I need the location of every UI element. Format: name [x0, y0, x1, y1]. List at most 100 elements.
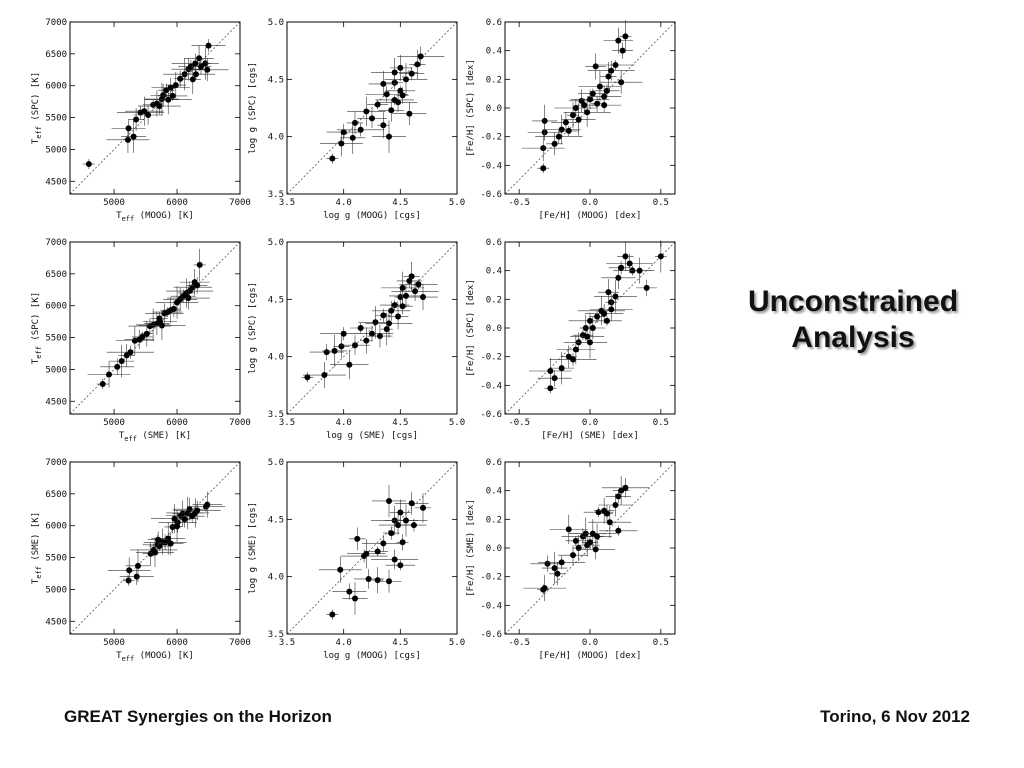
data-point [551, 140, 558, 147]
x-tick-label: 4.5 [392, 418, 408, 428]
data-point [349, 134, 356, 141]
data-point [135, 562, 141, 569]
x-tick-label: 3.5 [279, 198, 295, 208]
y-tick-label: -0.4 [480, 601, 502, 611]
data-point [391, 302, 398, 309]
data-point [554, 570, 561, 577]
y-tick-label: -0.2 [480, 133, 502, 143]
x-tick-label: 4.0 [336, 418, 352, 428]
slide-title: Unconstrained Analysis [712, 284, 994, 356]
data-point [374, 577, 381, 584]
data-point [541, 585, 548, 592]
data-point [145, 112, 152, 119]
data-point [380, 540, 387, 547]
data-point [403, 76, 409, 83]
y-tick-label: 6500 [45, 490, 67, 500]
data-point [338, 140, 345, 147]
y-tick-label: 0.2 [486, 75, 502, 85]
data-point [383, 326, 390, 333]
x-tick-label: -0.5 [508, 638, 530, 648]
data-point [179, 510, 186, 517]
one-to-one-line [69, 241, 241, 415]
data-point [657, 253, 664, 260]
x-tick-label: 0.0 [582, 638, 598, 648]
data-point [357, 325, 364, 331]
data-point [99, 381, 106, 388]
plot-frame [286, 461, 458, 635]
data-point [397, 64, 404, 71]
data-point [167, 540, 174, 547]
data-point [329, 155, 336, 162]
data-point [558, 559, 565, 566]
x-tick-label: 0.5 [653, 638, 669, 648]
y-tick-label: 6000 [45, 522, 67, 532]
y-tick-label: 0.6 [486, 238, 502, 248]
data-point [605, 73, 612, 80]
data-point [608, 306, 615, 313]
data-point [346, 361, 353, 368]
data-point [369, 115, 375, 122]
data-point [594, 313, 601, 320]
data-point [399, 284, 406, 291]
data-point [172, 82, 179, 89]
data-point [410, 522, 417, 529]
data-point [194, 282, 201, 289]
slide-title-line2: Analysis [791, 321, 915, 354]
y-tick-label: 0.6 [486, 458, 502, 468]
x-axis-label: log g (MOOG) [cgs] [323, 651, 421, 661]
y-tick-label: 5000 [45, 145, 67, 155]
data-point [622, 33, 629, 40]
data-point [197, 63, 204, 70]
footer-date-location: Torino, 6 Nov 2012 [820, 707, 970, 726]
plot-frame [286, 241, 458, 415]
y-tick-label: 5000 [45, 585, 67, 595]
data-point [338, 343, 345, 350]
data-point [395, 522, 402, 529]
y-tick-label: 0.2 [486, 515, 502, 525]
data-point [174, 523, 181, 530]
y-tick-label: 4.0 [268, 353, 284, 363]
data-point [594, 533, 601, 540]
y-axis-label: log g (SPC) [cgs] [248, 282, 258, 374]
x-tick-label: 3.5 [279, 638, 295, 648]
y-tick-label: 5.0 [268, 458, 284, 468]
data-point [340, 129, 347, 136]
x-tick-label: 0.0 [582, 198, 598, 208]
data-point [406, 277, 413, 284]
data-point [352, 119, 358, 126]
x-axis-label: [Fe/H] (MOOG) [dex] [539, 651, 642, 661]
data-point [388, 307, 395, 314]
data-point [357, 126, 364, 133]
data-point [106, 371, 113, 378]
data-point [85, 161, 92, 168]
x-tick-label: 4.0 [336, 198, 352, 208]
data-point [604, 87, 610, 94]
y-tick-label: 3.5 [268, 630, 284, 640]
x-tick-label: 7000 [229, 638, 251, 648]
x-axis-label: [Fe/H] (SME) [dex] [541, 431, 639, 441]
y-tick-label: 3.5 [268, 410, 284, 420]
y-tick-label: 0.2 [486, 295, 502, 305]
data-point [374, 548, 381, 555]
y-tick-label: 6500 [45, 50, 67, 60]
data-point [399, 539, 406, 546]
data-point [587, 539, 593, 546]
data-point [565, 127, 572, 134]
x-axis-label: log g (MOOG) [cgs] [323, 211, 421, 221]
data-point [204, 66, 211, 73]
y-tick-label: 0.4 [486, 267, 502, 277]
plot-frame [69, 21, 241, 195]
y-tick-label: -0.2 [480, 573, 502, 583]
data-point [397, 562, 404, 569]
slide-title-line1: Unconstrained [747, 285, 959, 318]
data-point [612, 502, 619, 508]
y-tick-label: 6000 [45, 82, 67, 92]
x-tick-label: 6000 [166, 638, 188, 648]
y-axis-label: log g (SME) [cgs] [248, 502, 258, 594]
y-tick-label: 4.5 [268, 75, 284, 85]
data-point [592, 546, 599, 553]
data-point [388, 107, 395, 114]
data-point [130, 133, 137, 140]
y-tick-label: 4.5 [268, 295, 284, 305]
